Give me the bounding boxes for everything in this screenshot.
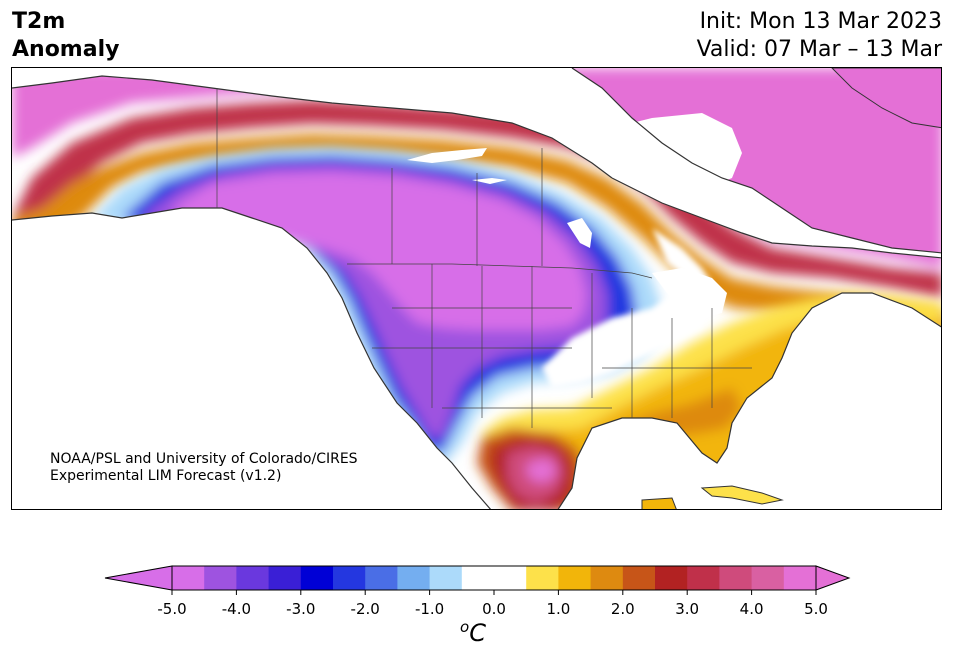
colorbar-segment [719,566,753,590]
colorbar-segment [365,566,398,590]
great-lakes [652,268,727,318]
colorbar-segment [268,566,302,590]
colorbar-tick-label: -1.0 [414,600,445,618]
colorbar-ticks [171,590,817,595]
cuba [700,485,784,505]
great-slave-lake [407,148,487,163]
unit-base: C [469,619,486,647]
colorbar [104,565,851,595]
colorbar-over-arrow [815,565,851,591]
colorbar-segment [461,566,527,590]
colorbar-unit: oC [460,618,486,647]
forecast-dates: Init: Mon 13 Mar 2023 Valid: 07 Mar – 13… [697,8,942,64]
colorbar-tick-label: -2.0 [350,600,380,618]
colorbar-tick-label: -3.0 [286,600,316,618]
colorbar-tick-label: 1.0 [546,600,571,618]
colorbar-tick-label: -5.0 [157,600,187,618]
colorbar-segment [172,566,205,590]
lake-athabasca [472,178,507,184]
colorbar-segment [236,566,270,590]
data-credit: NOAA/PSL and University of Colorado/CIRE… [50,451,358,485]
credit-line-2: Experimental LIM Forecast (v1.2) [50,468,282,484]
colorbar-segment [526,566,559,590]
colorbar-segment [397,566,431,590]
title-line-1: T2m [12,9,66,34]
political-borders [216,88,752,428]
colorbar-tick-label: 3.0 [675,600,700,618]
colorbar-tick-label: 0.0 [482,600,506,618]
colorbar-segments [172,566,817,590]
init-date: Init: Mon 13 Mar 2023 [699,9,942,34]
hudson-bay [612,113,742,186]
colorbar-segment [751,566,785,590]
colorbar-segment [783,566,817,590]
unit-degree: o [460,618,470,636]
anomaly-map: NOAA/PSL and University of Colorado/CIRE… [11,67,942,510]
colorbar-segment [333,566,366,590]
colorbar-under-arrow [104,565,173,591]
colorbar-tick-label: -4.0 [221,600,252,618]
colorbar-segment [429,566,463,590]
map-canvas [12,68,941,509]
colorbar-segment [655,566,688,590]
yucatan [641,497,677,509]
colorbar-segment [622,566,656,590]
lake-winnipeg [567,218,592,248]
colorbar-segment [687,566,720,590]
greenland [831,68,941,129]
colorbar-tick-label: 5.0 [804,600,828,618]
coastlines [12,68,941,509]
title-line-2: Anomaly [12,37,120,62]
colorbar-segment [204,566,237,590]
valid-range: Valid: 07 Mar – 13 Mar [696,37,942,62]
credit-line-1: NOAA/PSL and University of Colorado/CIRE… [50,451,358,467]
colorbar-tick-label: 4.0 [739,600,764,618]
colorbar-tick-label: 2.0 [610,600,635,618]
map-title: T2m Anomaly [12,8,119,64]
colorbar-segment [590,566,624,590]
colorbar-segment [300,566,334,590]
colorbar-segment [558,566,592,590]
